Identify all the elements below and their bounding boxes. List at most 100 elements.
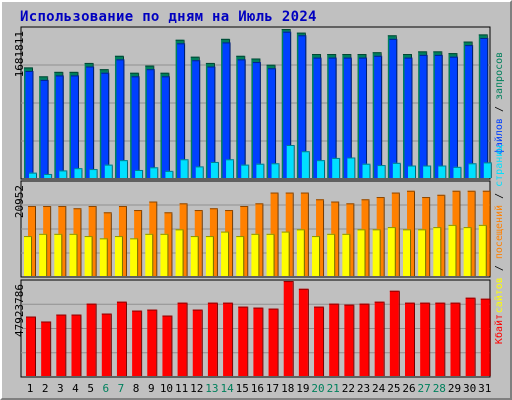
bar-kbytes-face [435,302,445,376]
bar-sites-shadow [440,228,442,276]
bar-visits-top [467,190,476,192]
bar-sites-top [372,229,381,231]
bar-sites [99,238,108,276]
bar-sites [478,224,487,276]
bar-files [192,60,201,178]
bar-sites-top [266,233,275,235]
bar-pages-top [317,160,326,162]
bar-requests-top [327,54,337,56]
bar-kbytes-top [374,301,385,303]
bar-sites-face [114,236,122,276]
bar-files [449,56,458,178]
bar-requests-top [251,58,261,60]
bar-kbytes [374,301,385,376]
bar-files-shadow [275,69,277,178]
bar-files-top [374,55,383,57]
bar-requests-top [39,76,49,78]
bar-sites [281,231,290,276]
bar-files-top [343,57,352,59]
bar-kbytes-shadow [414,303,415,376]
x-tick-label: 20 [311,382,324,395]
bar-files-face [298,35,306,178]
bar-kbytes-top [26,316,36,318]
bar-sites-face [342,233,350,276]
bar-files-face [146,69,154,178]
bar-pages-shadow [217,162,219,178]
bar-visits-shadow [398,193,400,276]
bar-requests-top [403,54,412,56]
bar-files-top [192,60,201,62]
legend-3: Кбайт [493,314,505,344]
bar-files-face [222,42,230,178]
bar-kbytes-shadow [216,303,218,376]
legend-entry: посещений [493,205,505,259]
bar-files [222,42,231,178]
bar-sites-face [433,227,441,276]
bar-pages [44,173,53,178]
bar-files-face [389,38,397,178]
bar-visits-top [316,199,325,201]
bar-visits-shadow [277,193,279,276]
bar-pages-shadow [142,170,144,178]
bar-kbytes [329,303,340,376]
x-tick-label: 9 [148,382,155,395]
bar-sites [418,229,427,276]
bar-pages [256,163,265,178]
bar-sites [69,233,78,276]
bar-pages [89,169,98,178]
bar-files-top [283,31,292,33]
bar-files-face [25,70,33,178]
bar-kbytes-face [56,314,66,376]
bar-files-shadow [184,44,186,179]
bar-visits-shadow [444,195,446,276]
bar-pages-shadow [339,158,341,178]
bar-sites-shadow [364,230,366,276]
bar-visits-shadow [110,213,112,276]
bar-pages-top [29,172,37,174]
bar-sites-top [418,229,427,231]
bar-sites-top [39,233,48,235]
bar-files [434,54,443,178]
bar-kbytes-top [132,310,143,312]
bar-pages-shadow [51,174,53,178]
bar-visits-shadow [232,211,234,276]
bar-sites-face [130,238,138,276]
bar-files-face [161,76,169,178]
bar-pages-top [195,166,204,168]
bar-sites-face [281,231,289,276]
bar-files [343,57,352,178]
bar-files-shadow [77,76,79,178]
bar-sites-top [448,224,457,226]
bar-visits-shadow [216,209,218,276]
bar-sites-face [190,236,198,276]
bar-sites-top [236,236,245,238]
bar-files-top [131,76,140,78]
bar-requests-top [175,39,185,41]
bar-sites [221,231,230,276]
bar-sites-face [251,233,259,276]
bar-sites-top [221,231,230,233]
bar-kbytes-face [26,316,35,376]
bar-pages-top [59,170,68,172]
bar-pages [241,164,250,178]
bar-pages-shadow [202,167,204,178]
bar-pages-top [150,167,159,169]
bar-pages-shadow [96,170,98,178]
bar-files-top [70,75,79,77]
bar-pages-top [74,168,83,170]
bar-kbytes-top [207,302,218,304]
bar-kbytes-shadow [232,303,234,376]
bar-pages-shadow [445,166,447,178]
bar-sites-top [99,238,108,240]
legend-entry: Кбайт [493,314,505,344]
bar-pages-shadow [81,169,83,178]
bar-requests-top [190,56,200,58]
bar-kbytes-face [116,301,126,376]
bar-kbytes-shadow [95,304,97,376]
bar-sites-top [433,227,442,229]
bar-sites-face [448,224,456,276]
bar-requests-top [145,65,155,67]
bar-pages-shadow [248,165,250,178]
bar-kbytes [223,302,234,376]
bar-requests-top [448,53,458,55]
